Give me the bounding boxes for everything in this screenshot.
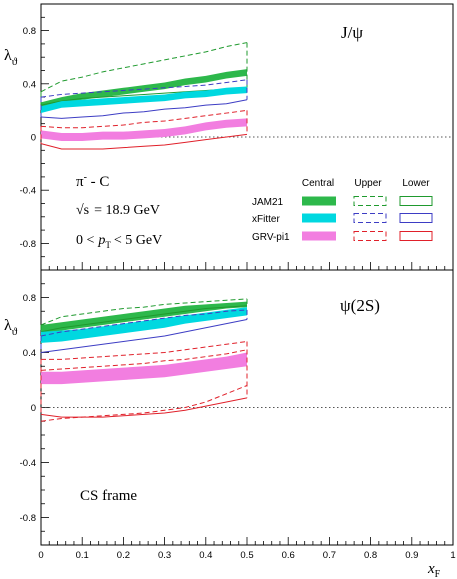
beam-symbol: π bbox=[76, 174, 84, 190]
lower-line-xfitter bbox=[40, 99, 248, 119]
panel-0: 0.8 0.4 0 -0.4 -0.8 bbox=[20, 3, 454, 271]
y-label-main: λ bbox=[4, 47, 12, 64]
x-tick-label: 0 bbox=[38, 550, 43, 561]
y-label-top: λϑ bbox=[4, 47, 18, 68]
y-label-sub-2: ϑ bbox=[12, 326, 18, 338]
y-label-sub: ϑ bbox=[12, 56, 18, 68]
legend-header-lower: Lower bbox=[402, 178, 430, 189]
panel-1: 0.8 0.4 0 -0.4 -0.8 bbox=[20, 269, 454, 546]
x-tick-label: 0.3 bbox=[158, 550, 171, 561]
lower-line-grv-pi1 bbox=[40, 397, 248, 418]
y-tick-label: 0 bbox=[31, 403, 36, 414]
y-tick-label: 0.4 bbox=[23, 79, 36, 90]
legend-upper-grv-pi1 bbox=[353, 231, 387, 241]
legend-row-xfitter: xFitter bbox=[252, 214, 280, 225]
y-label-bottom: λϑ bbox=[4, 317, 18, 338]
x-tick-label: 0.2 bbox=[117, 550, 130, 561]
x-tick-label: 0.7 bbox=[323, 550, 336, 561]
sqrt-s: √s bbox=[76, 203, 89, 218]
band-jam21 bbox=[41, 69, 247, 110]
legend-upper-jam21 bbox=[353, 196, 387, 206]
upper-line-grv-pi1 bbox=[41, 341, 248, 360]
legend-central-xfitter bbox=[302, 213, 336, 223]
series-extra-line bbox=[40, 349, 248, 371]
pt-lower: 0 < bbox=[76, 233, 95, 248]
x-tick-label: 0.5 bbox=[240, 550, 253, 561]
y-tick-label: 0.8 bbox=[23, 293, 36, 304]
upper-line-xfitter bbox=[40, 79, 248, 98]
beam-target: - C bbox=[87, 174, 110, 190]
upper-line-jam21 bbox=[40, 298, 248, 326]
band-grv-pi1 bbox=[41, 118, 247, 141]
energy-value: = 18.9 GeV bbox=[94, 203, 160, 218]
x-tick-label: 0.6 bbox=[282, 550, 295, 561]
legend-row-grv: GRV-pi1 bbox=[252, 232, 290, 243]
frame-annotation: CS frame bbox=[80, 488, 137, 504]
pt-upper: < 5 GeV bbox=[114, 233, 162, 248]
legend-lower-grv-pi1 bbox=[399, 231, 433, 241]
beam-annotation: π- - C bbox=[76, 172, 109, 190]
pt-symbol: p bbox=[97, 233, 105, 248]
x-tick-label: 0.9 bbox=[405, 550, 418, 561]
series-extra-line bbox=[40, 385, 248, 422]
upper-line-jam21 bbox=[40, 42, 248, 93]
band-xfitter bbox=[41, 86, 247, 114]
y-tick-label: -0.4 bbox=[20, 458, 36, 469]
upper-line-xfitter bbox=[40, 309, 248, 337]
x-label-main: x bbox=[427, 561, 435, 577]
legend-upper-xfitter bbox=[353, 213, 387, 223]
legend-row-jam21: JAM21 bbox=[252, 197, 284, 208]
y-tick-label: 0.4 bbox=[23, 348, 36, 359]
x-tick-label: 0.4 bbox=[199, 550, 212, 561]
beam-charge: - bbox=[84, 172, 87, 183]
y-label-main-2: λ bbox=[4, 317, 12, 334]
pt-sub: T bbox=[105, 240, 111, 250]
x-tick-label: 0.8 bbox=[364, 550, 377, 561]
x-label-sub: F bbox=[435, 569, 441, 579]
lower-line-jam21 bbox=[40, 305, 248, 333]
band-xfitter bbox=[41, 307, 247, 343]
lower-line-grv-pi1 bbox=[40, 133, 248, 150]
x-tick-label: 0.1 bbox=[76, 550, 89, 561]
energy-annotation: √s = 18.9 GeV bbox=[76, 203, 160, 218]
x-tick-label: 1 bbox=[450, 550, 455, 561]
legend-central-grv-pi1 bbox=[302, 231, 336, 241]
legend-header-upper: Upper bbox=[354, 178, 382, 189]
legend-lower-xfitter bbox=[399, 213, 433, 223]
legend-central-jam21 bbox=[302, 196, 336, 206]
pt-annotation: 0 < pT < 5 GeV bbox=[76, 233, 162, 250]
y-tick-label: -0.8 bbox=[20, 239, 36, 250]
y-tick-label: 0 bbox=[31, 133, 36, 144]
legend-header-central: Central bbox=[302, 178, 334, 189]
x-axis-label: xF bbox=[427, 561, 441, 579]
y-tick-label: -0.8 bbox=[20, 513, 36, 524]
lower-line-xfitter bbox=[40, 319, 248, 353]
y-tick-label: 0.8 bbox=[23, 26, 36, 37]
panel-title-jpsi: J/ψ bbox=[341, 23, 363, 42]
panel-title-psi2s: ψ(2S) bbox=[340, 296, 380, 315]
band-grv-pi1 bbox=[41, 352, 247, 385]
upper-line-grv-pi1 bbox=[40, 109, 248, 129]
legend-lower-jam21 bbox=[399, 196, 433, 206]
y-tick-label: -0.4 bbox=[20, 186, 36, 197]
legend: Central Upper Lower JAM21 xFitter GRV-pi… bbox=[252, 178, 433, 243]
